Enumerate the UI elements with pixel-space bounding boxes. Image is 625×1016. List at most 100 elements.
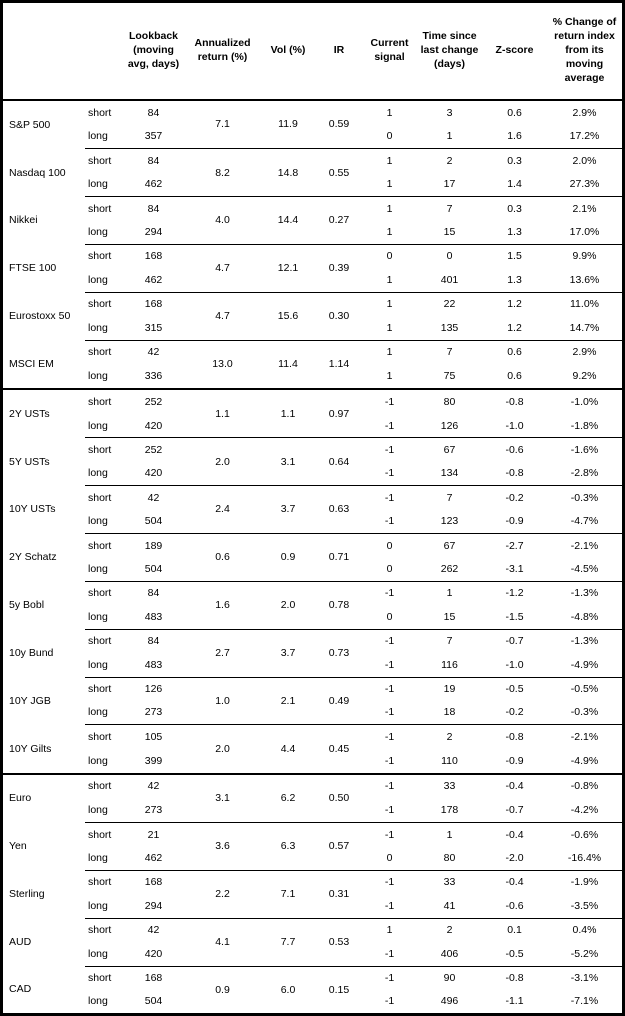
- ir-value: 0.64: [316, 437, 362, 486]
- signal-value: 1: [386, 321, 393, 334]
- pct-change-value: -1.3%: [547, 628, 622, 654]
- table-row: 10Y Gilts short 105 2.0 4.4 0.45 -1 2 -0.8 -2.1%: [3, 724, 622, 774]
- horizon-label: long: [88, 130, 108, 143]
- table-row: long 420 -1 126 -1.0 -1.8%: [3, 414, 622, 438]
- signal-value: -1: [362, 485, 417, 510]
- vol-value: 11.9: [278, 118, 298, 131]
- horizon-label: long: [88, 467, 108, 480]
- horizon-label: long: [88, 947, 108, 960]
- annualized-return-value: 2.4: [185, 485, 260, 534]
- col-header-lookback: Lookback (moving avg, days): [122, 3, 185, 101]
- vol-value: 12.1: [260, 244, 316, 293]
- table-row: long 420 -1 134 -0.8 -2.8%: [3, 462, 622, 486]
- time-since-value: 33: [417, 772, 482, 799]
- signal-value: -1: [384, 754, 395, 767]
- z-score-value: -0.8: [482, 724, 547, 749]
- pct-change-value: 2.9%: [572, 106, 597, 119]
- asset-name: 10Y Gilts: [9, 742, 52, 755]
- lookback-value: 42: [122, 772, 185, 799]
- table-row: long 294 1 15 1.3 17.0%: [3, 221, 622, 245]
- z-score-value: -0.5: [505, 947, 524, 960]
- annualized-return-value: 1.1: [185, 388, 260, 438]
- pct-change-value: -0.8%: [547, 772, 622, 799]
- time-since-value: 178: [440, 804, 459, 817]
- time-since-value: 7: [417, 196, 482, 221]
- signal-value: 0: [386, 562, 393, 575]
- pct-change-value: -4.5%: [570, 562, 599, 575]
- asset-group: MSCI EM short 42 13.0 11.4 1.14 1 7 0.6 2.9% long 3…: [3, 339, 622, 390]
- horizon-label: long: [88, 706, 108, 719]
- time-since-value: 134: [440, 467, 459, 480]
- pct-change-value: 2.0%: [547, 148, 622, 173]
- horizon-label: short: [85, 917, 122, 943]
- ir-value: 0.63: [316, 485, 362, 534]
- table-row: S&P 500 short 84 7.1 11.9 0.59 1 3 0.6 2.9%: [3, 100, 622, 129]
- table-row: long 273 -1 178 -0.7 -4.2%: [3, 799, 622, 823]
- asset-name: 10Y JGB: [9, 694, 51, 707]
- vol-value: 4.4: [260, 724, 316, 774]
- z-score-value: -2.0: [505, 852, 524, 865]
- signal-value: -1: [384, 658, 395, 671]
- vol-value: 2.1: [260, 676, 316, 725]
- pct-change-value: -7.1%: [570, 995, 599, 1008]
- z-score-value: 1.6: [507, 130, 522, 143]
- lookback-value: 126: [122, 676, 185, 701]
- pct-change-value: -4.9%: [570, 754, 599, 767]
- table-row: FTSE 100 short 168 4.7 12.1 0.39 0 0 1.5 9.9%: [3, 244, 622, 293]
- pct-change-value: -0.6%: [547, 822, 622, 847]
- time-since-value: 7: [417, 339, 482, 365]
- table-row: long 357 0 1 1.6 17.2%: [3, 125, 622, 149]
- horizon-label: short: [85, 822, 122, 847]
- horizon-label: long: [88, 273, 108, 286]
- asset-group: Euro short 42 3.1 6.2 0.50 -1 33 -0.4 -0.8% long 27…: [3, 772, 622, 823]
- pct-change-value: -2.1%: [547, 533, 622, 558]
- signal-value: 0: [362, 244, 417, 269]
- annualized-return-value: 7.1: [215, 118, 230, 131]
- ir-value: 0.30: [316, 291, 362, 341]
- col-header-vol: Vol (%): [260, 3, 316, 101]
- time-since-value: 262: [440, 562, 459, 575]
- pct-change-value: -16.4%: [567, 852, 602, 865]
- lookback-value: 420: [144, 947, 163, 960]
- z-score-value: -1.2: [482, 580, 547, 606]
- pct-change-value: -1.0%: [547, 388, 622, 415]
- pct-change-value: 2.9%: [547, 339, 622, 365]
- pct-change-value: 13.6%: [569, 273, 600, 286]
- horizon-label: long: [88, 226, 108, 239]
- lookback-value: 42: [122, 485, 185, 510]
- ir-value: 0.50: [316, 772, 362, 823]
- ir-value: 0.71: [316, 533, 362, 582]
- z-score-value: 1.2: [482, 291, 547, 317]
- z-score-value: -0.5: [482, 676, 547, 701]
- asset-name: Yen: [9, 840, 27, 853]
- asset-group: 10Y USTs short 42 2.4 3.7 0.63 -1 7 -0.2 -0.3% lon…: [3, 485, 622, 534]
- table-row: 5Y USTs short 252 2.0 3.1 0.64 -1 67 -0.6 -1.6%: [3, 437, 622, 486]
- lookback-value: 483: [144, 610, 163, 623]
- col-header-z-score: Z-score: [482, 3, 547, 101]
- z-score-value: -0.2: [482, 485, 547, 510]
- ir-value: 0.97: [316, 388, 362, 438]
- ir-value: 0.78: [316, 580, 362, 630]
- z-score-value: -3.1: [505, 562, 524, 575]
- horizon-label: short: [85, 291, 122, 317]
- time-since-value: 75: [443, 369, 456, 382]
- time-since-value: 1: [446, 130, 453, 143]
- col-header-asset: [3, 3, 85, 101]
- lookback-value: 21: [122, 822, 185, 847]
- horizon-label: long: [88, 419, 108, 432]
- signal-value: -1: [362, 724, 417, 749]
- pct-change-value: 17.0%: [569, 226, 600, 239]
- z-score-value: 0.6: [482, 339, 547, 365]
- horizon-label: long: [88, 995, 108, 1008]
- col-header-ir: IR: [316, 3, 362, 101]
- asset-name: FTSE 100: [9, 262, 57, 275]
- pct-change-value: 9.9%: [547, 244, 622, 269]
- horizon-label: short: [85, 676, 122, 701]
- lookback-value: 462: [144, 178, 163, 191]
- annualized-return-value: 4.0: [185, 196, 260, 245]
- lookback-value: 42: [122, 917, 185, 943]
- z-score-value: -0.8: [482, 965, 547, 991]
- horizon-label: short: [85, 244, 122, 269]
- z-score-value: -0.9: [505, 754, 524, 767]
